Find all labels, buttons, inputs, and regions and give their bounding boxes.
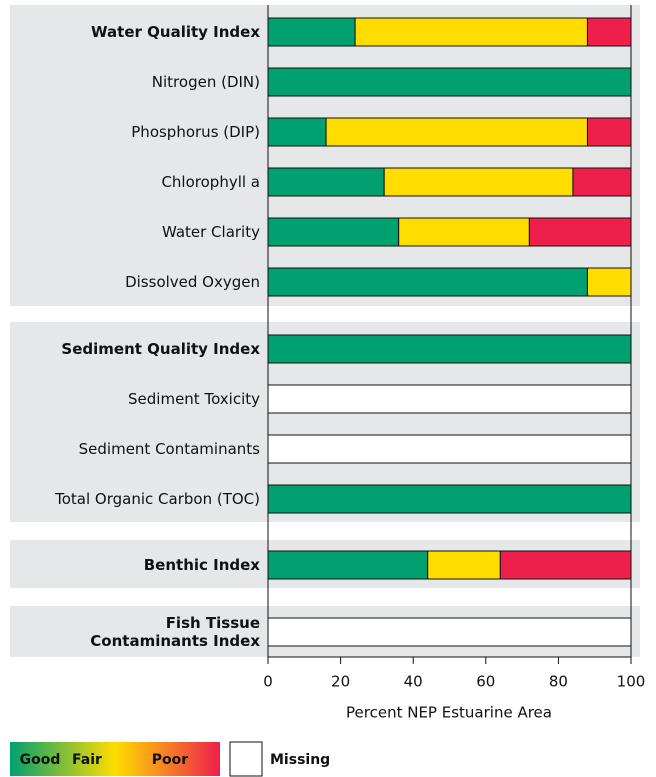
y-label-box: Sediment Toxicity xyxy=(128,390,260,408)
y-tick-label: Nitrogen (DIN) xyxy=(151,73,260,91)
bar-segment xyxy=(586,117,632,147)
x-axis-label: Percent NEP Estuarine Area xyxy=(346,704,552,722)
x-tick-label: 60 xyxy=(476,673,495,691)
bar-segment xyxy=(267,267,588,297)
y-label-box: Sediment Contaminants xyxy=(78,440,260,458)
y-tick-label: Phosphorus (DIP) xyxy=(131,123,260,141)
x-tick-label: 80 xyxy=(549,673,568,691)
y-label-box: Phosphorus (DIP) xyxy=(131,123,260,141)
bar-segment xyxy=(427,550,501,580)
bar-segment xyxy=(267,384,632,414)
y-label-box: Water Clarity xyxy=(161,223,260,241)
x-tick-label: 20 xyxy=(331,673,350,691)
legend-swatch xyxy=(229,741,263,777)
bar-segment xyxy=(499,550,632,580)
legend-label: Fair xyxy=(72,752,102,768)
bar-segment xyxy=(267,617,632,647)
y-tick-label: Benthic Index xyxy=(143,556,260,574)
bar-segment xyxy=(267,17,356,47)
bar-segment xyxy=(325,117,588,147)
legend-label: Missing xyxy=(270,752,330,768)
y-label-box: Dissolved Oxygen xyxy=(125,273,260,291)
bar-segment xyxy=(354,17,588,47)
bar-segment xyxy=(572,167,632,197)
bar-segment xyxy=(267,334,632,364)
y-tick-label: Sediment Quality Index xyxy=(61,340,260,358)
y-tick-label: Total Organic Carbon (TOC) xyxy=(55,490,260,508)
legend-gradient xyxy=(10,742,220,776)
y-tick-label: Dissolved Oxygen xyxy=(125,273,260,291)
legend-label: Poor xyxy=(152,752,188,768)
bar-segment xyxy=(398,217,530,247)
x-tick-label: 40 xyxy=(404,673,423,691)
bar-segment xyxy=(586,267,632,297)
panel xyxy=(10,5,640,306)
bar-segment xyxy=(267,167,385,197)
bar-segment xyxy=(267,550,429,580)
legend-label: Good xyxy=(20,752,61,768)
y-tick-label: Chlorophyll a xyxy=(161,173,260,191)
y-label-box: Nitrogen (DIN) xyxy=(151,73,260,91)
bar-segment xyxy=(267,117,327,147)
y-tick-label: Sediment Toxicity xyxy=(128,390,260,408)
y-label-box: Chlorophyll a xyxy=(161,173,260,191)
y-tick-label: Fish Tissue Contaminants Index xyxy=(90,614,260,650)
y-tick-label: Sediment Contaminants xyxy=(78,440,260,458)
y-tick-label: Water Clarity xyxy=(161,223,260,241)
bar-segment xyxy=(267,67,632,97)
y-label-box: Total Organic Carbon (TOC) xyxy=(55,490,260,508)
y-label-box: Water Quality Index xyxy=(91,23,260,41)
bar-segment xyxy=(586,17,632,47)
bar-segment xyxy=(267,484,632,514)
y-label-box: Benthic Index xyxy=(143,556,260,574)
y-label-box: Sediment Quality Index xyxy=(61,340,260,358)
y-label-box: Fish Tissue Contaminants Index xyxy=(90,614,260,650)
y-tick-label: Water Quality Index xyxy=(91,23,260,41)
x-tick-label: 0 xyxy=(263,673,273,691)
x-tick-label: 100 xyxy=(617,673,646,691)
bar-segment xyxy=(383,167,574,197)
bar-segment xyxy=(267,217,400,247)
bar-segment xyxy=(267,434,632,464)
bar-segment xyxy=(528,217,632,247)
